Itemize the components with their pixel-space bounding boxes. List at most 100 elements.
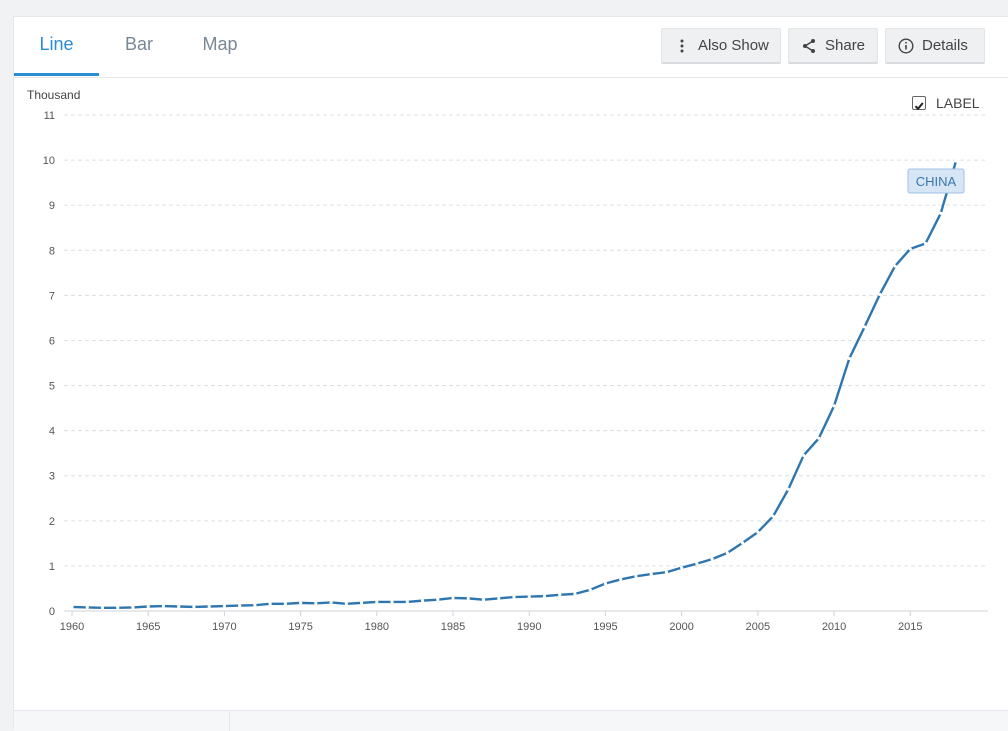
vertical-dots-icon <box>680 39 684 53</box>
x-tick-label: 1995 <box>593 621 617 633</box>
y-tick-label: 8 <box>49 245 55 257</box>
data-point <box>619 577 623 582</box>
data-point <box>70 605 74 609</box>
y-tick-label: 0 <box>49 606 55 618</box>
data-point <box>542 594 547 598</box>
y-tick-label: 1 <box>49 561 55 573</box>
data-point <box>801 453 806 458</box>
y-tick-label: 10 <box>43 155 55 167</box>
data-point <box>832 404 836 408</box>
series-label-tag: CHINA <box>907 168 965 194</box>
y-axis-ticks: 0 1 2 3 4 5 6 7 8 9 10 11 <box>43 110 55 618</box>
tab-map[interactable]: Map <box>202 34 238 54</box>
tab-bar[interactable]: Bar <box>124 34 153 54</box>
x-tick-label: 1960 <box>60 621 84 633</box>
x-tick-label: 1965 <box>136 621 160 633</box>
x-tick-label: 1980 <box>365 621 389 633</box>
data-point <box>908 247 912 251</box>
share-label: Share <box>825 37 866 54</box>
data-point <box>314 601 318 605</box>
x-tick-label: 2000 <box>669 621 693 633</box>
data-point <box>527 594 531 599</box>
x-tick-label: 1970 <box>212 621 236 633</box>
y-tick-label: 4 <box>49 426 55 438</box>
panel-footer <box>14 710 1008 731</box>
gridlines <box>64 114 988 567</box>
data-point <box>939 211 943 215</box>
x-tick-label: 1990 <box>517 621 541 633</box>
x-tick-label: 2010 <box>822 621 846 633</box>
data-point <box>862 325 867 329</box>
data-point <box>710 557 714 561</box>
data-point <box>344 602 348 606</box>
data-point <box>222 604 227 608</box>
label-toggle-text: LABEL <box>936 95 980 111</box>
series-line <box>71 160 958 610</box>
data-point <box>192 605 196 609</box>
data-point <box>238 603 242 608</box>
data-point <box>329 600 333 605</box>
data-point <box>741 541 745 545</box>
y-tick-label: 9 <box>49 200 55 212</box>
also-show-button[interactable]: Also Show <box>661 28 781 64</box>
y-axis-label: Thousand <box>27 88 80 102</box>
data-point <box>451 596 455 600</box>
label-checkbox[interactable] <box>912 96 926 111</box>
series-label-china: CHINA <box>916 174 957 189</box>
data-point <box>405 600 409 604</box>
data-point <box>893 264 897 268</box>
details-label: Details <box>922 37 968 54</box>
data-point <box>268 602 272 606</box>
data-point <box>146 604 150 609</box>
data-point <box>436 598 440 602</box>
data-point <box>634 574 638 578</box>
data-point <box>786 487 790 491</box>
data-point <box>878 292 882 297</box>
data-point <box>664 570 669 574</box>
series-china <box>70 159 958 610</box>
chart-panel: Line Bar Map Also Show Share Details <box>13 16 1008 731</box>
checkmark-icon <box>914 102 924 111</box>
info-icon <box>898 38 914 54</box>
data-point <box>85 605 89 609</box>
data-point <box>923 241 928 246</box>
data-point <box>573 592 577 596</box>
data-point <box>253 603 257 607</box>
data-point <box>481 598 486 602</box>
data-point <box>847 356 851 361</box>
line-chart: Thousand 0 1 2 3 4 5 6 7 8 9 10 11 1960 1965 1970 1975… <box>27 88 988 633</box>
data-point <box>375 600 379 604</box>
y-tick-label: 5 <box>49 381 55 393</box>
data-point <box>466 596 470 600</box>
data-point <box>680 566 684 570</box>
tab-line[interactable]: Line <box>14 17 99 76</box>
data-point <box>954 159 958 163</box>
data-point <box>161 604 166 608</box>
x-tick-label: 1985 <box>441 621 465 633</box>
details-button[interactable]: Details <box>885 28 985 64</box>
also-show-label: Also Show <box>698 37 769 54</box>
data-point <box>695 562 699 566</box>
data-point <box>116 606 120 610</box>
data-point <box>100 606 105 610</box>
data-point <box>649 572 653 576</box>
data-point <box>359 601 364 605</box>
y-tick-label: 2 <box>49 516 55 528</box>
view-tabs: Line Bar Map Also Show Share Details <box>14 17 1008 78</box>
data-point <box>603 581 608 586</box>
x-axis-ticks: 1960 1965 1970 1975 1980 1985 1990 1995 2000 2005… <box>60 611 923 633</box>
data-point <box>283 602 287 606</box>
share-icon <box>803 39 815 53</box>
data-point <box>390 600 394 604</box>
x-tick-label: 2005 <box>746 621 770 633</box>
y-tick-label: 11 <box>44 110 55 122</box>
share-button[interactable]: Share <box>788 28 878 64</box>
x-tick-label: 2015 <box>898 621 922 633</box>
data-point <box>588 588 592 592</box>
footer-divider <box>229 711 230 731</box>
data-point <box>512 595 516 599</box>
data-point <box>420 599 425 603</box>
data-point <box>771 514 775 518</box>
data-point <box>207 604 211 609</box>
data-point <box>299 601 303 605</box>
